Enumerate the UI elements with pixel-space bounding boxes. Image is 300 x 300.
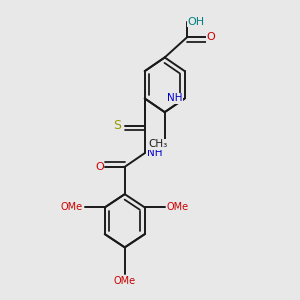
Text: CH₃: CH₃ <box>149 140 168 149</box>
Text: NH: NH <box>167 94 182 103</box>
Text: NH: NH <box>147 148 162 158</box>
Text: O: O <box>95 162 104 172</box>
Text: OMe: OMe <box>167 202 189 212</box>
Text: NH: NH <box>147 148 162 158</box>
Text: OH: OH <box>188 17 205 27</box>
Text: O: O <box>207 32 215 43</box>
Text: OMe: OMe <box>167 202 189 212</box>
Text: OMe: OMe <box>114 276 136 286</box>
Text: OMe: OMe <box>114 276 136 286</box>
Text: O: O <box>95 162 104 172</box>
Text: NH: NH <box>167 94 182 103</box>
Text: S: S <box>114 119 122 132</box>
Text: CH₃: CH₃ <box>149 140 168 149</box>
Text: OMe: OMe <box>61 202 83 212</box>
Text: O: O <box>207 32 215 43</box>
Text: S: S <box>114 119 122 132</box>
Text: OMe: OMe <box>61 202 83 212</box>
Text: OH: OH <box>188 17 205 27</box>
